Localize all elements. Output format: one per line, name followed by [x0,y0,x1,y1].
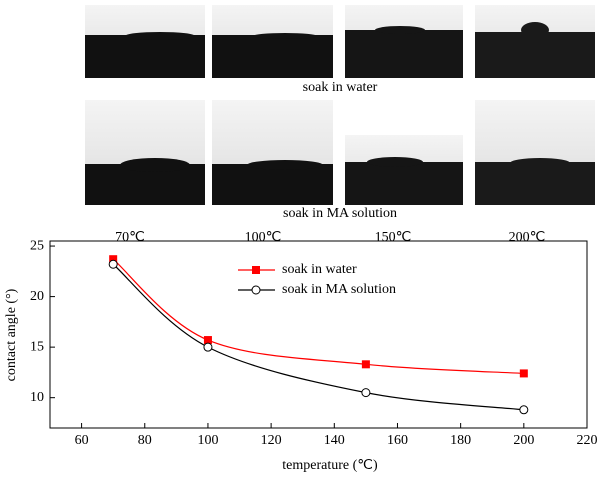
column-label: 100℃ [245,230,282,245]
photo-substrate [212,35,333,78]
legend-label: soak in MA solution [282,282,396,297]
x-tick-label: 220 [577,433,598,448]
droplet [253,33,317,39]
column-label: 150℃ [375,230,412,245]
photo-substrate [212,164,333,205]
photo-substrate [85,35,205,78]
droplet [247,160,323,170]
column-label: 70℃ [115,230,145,245]
x-tick-label: 120 [261,433,282,448]
plot-frame [49,240,588,429]
point [361,388,371,398]
x-axis-label: temperature (℃) [282,458,378,473]
x-tick-label: 80 [138,433,152,448]
point [108,259,118,269]
photo-substrate [345,30,463,78]
x-tick-label: 200 [513,433,534,448]
photo-substrate [475,162,595,205]
row-label: soak in water [303,80,378,95]
legend-label: soak in water [282,262,357,277]
series-line [112,258,524,375]
droplet [125,32,195,40]
droplet [510,158,570,168]
x-tick-label: 160 [387,433,408,448]
point [519,369,528,378]
x-tick-label: 140 [324,433,345,448]
column-label: 200℃ [509,230,546,245]
legend-marker [252,266,260,274]
droplet [367,157,423,167]
y-tick-label: 25 [30,238,44,253]
point [203,342,213,352]
legend-marker [251,285,261,295]
point [519,405,529,415]
point [361,360,370,369]
photo-substrate [345,162,463,205]
droplet [521,22,549,38]
photo-substrate [475,32,595,78]
row-label: soak in MA solution [283,206,397,221]
series-line [112,263,524,411]
point [109,255,118,264]
x-tick-label: 180 [450,433,471,448]
point [203,336,212,345]
x-tick-label: 100 [197,433,218,448]
droplet [120,158,190,172]
y-tick-label: 10 [30,390,44,405]
droplet [375,26,425,34]
photos [85,5,595,205]
y-axis-label: contact angle (°) [4,288,19,381]
y-tick-label: 20 [30,289,44,304]
x-tick-label: 60 [75,433,89,448]
y-tick-label: 15 [30,339,44,354]
